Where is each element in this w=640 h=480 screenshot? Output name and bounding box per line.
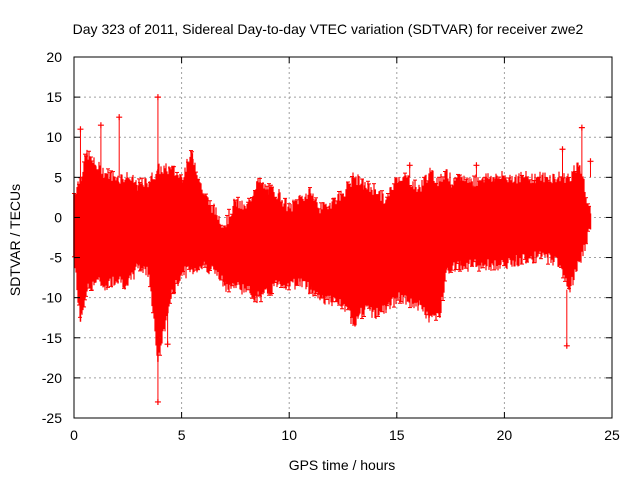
y-tick-label: -15 [42,330,62,346]
y-tick-label: -20 [42,370,62,386]
outlier-point [154,94,161,101]
outlier-point [559,146,566,153]
outlier-point [563,342,570,349]
y-tick-label: -10 [42,290,62,306]
y-tick-label: -25 [42,410,62,426]
x-tick-label: 5 [178,427,186,443]
series-sdtvar [72,149,592,362]
y-tick-label: 20 [46,49,62,65]
x-tick-label: 25 [604,427,620,443]
outlier-point [97,122,104,129]
data-series [72,94,594,405]
outlier-point [578,124,585,131]
y-tick-label: 10 [46,129,62,145]
outliers [77,94,594,405]
x-axis-label: GPS time / hours [289,457,396,473]
x-tick-label: 20 [497,427,513,443]
chart-title: Day 323 of 2011, Sidereal Day-to-day VTE… [73,21,584,37]
outlier-point [154,398,161,405]
y-tick-label: 5 [54,169,62,185]
outlier-point [587,158,594,165]
outlier-point [77,126,84,133]
plot-frame [73,56,613,419]
y-tick-label: 0 [54,209,62,225]
x-tick-label: 15 [389,427,405,443]
y-tick-label: 15 [46,89,62,105]
outlier-point [116,114,123,121]
outlier-point [473,162,480,169]
y-axis-label: SDTVAR / TECUs [7,184,23,296]
axes: 0 5 10 15 20 25 -25 -20 -15 -10 -5 0 5 10 15 20 [42,49,620,443]
x-tick-label: 10 [281,427,297,443]
x-tick-label: 0 [70,427,78,443]
y-tick-label: -5 [50,250,63,266]
outlier-point [406,162,413,169]
outlier-point [164,341,171,348]
